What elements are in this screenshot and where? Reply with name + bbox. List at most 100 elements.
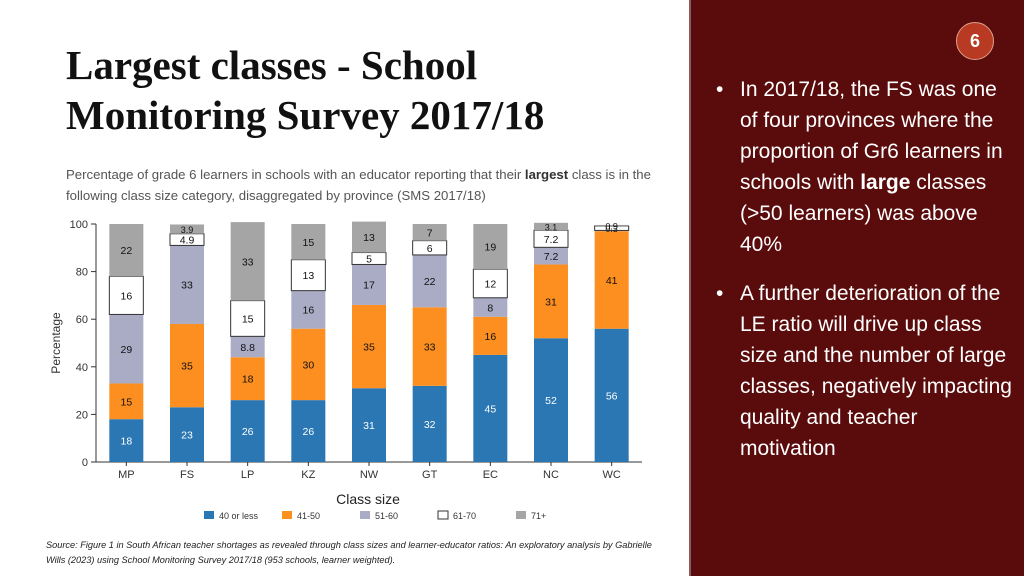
bar-value-label: 15: [120, 396, 132, 408]
bar-value-label: 15: [302, 237, 314, 249]
bullet-list: • In 2017/18, the FS was one of four pro…: [716, 74, 1016, 482]
bar-segment-lp-s0: [230, 400, 265, 462]
bar-segment-wc-s3: [594, 225, 630, 231]
x-tick-label: NW: [360, 469, 379, 481]
bar-value-label: 8: [487, 302, 493, 314]
y-tick-label: 0: [82, 457, 88, 469]
bar-segment-mp-s4: [109, 224, 144, 277]
bar-value-label: 3.9: [181, 225, 194, 235]
slide-title: Largest classes - School Monitoring Surv…: [66, 42, 545, 138]
y-tick-label: 20: [76, 409, 88, 421]
source-note: Source: Figure 1 in South African teache…: [46, 540, 652, 565]
bar-segment-fs-s1: [170, 323, 204, 408]
x-axis-label: Class size: [336, 491, 400, 507]
bar-segment-kz-s3: [290, 259, 326, 292]
legend-swatch: [437, 510, 449, 520]
legend-swatch: [204, 511, 214, 519]
bar-value-label: 52: [545, 395, 557, 407]
bar-value-label: 16: [120, 290, 132, 302]
bar-value-label: 8.8: [240, 342, 255, 354]
y-tick-label: 40: [76, 362, 88, 374]
subtitle-text-end: class is in the following class size cat…: [66, 167, 651, 203]
bar-segment-nw-s1: [352, 304, 386, 389]
legend-label: 71+: [531, 511, 546, 521]
bullet-1-bold-word: large: [860, 171, 911, 194]
bar-value-label: 7: [427, 227, 433, 239]
x-tick-label: EC: [483, 469, 498, 481]
bar-value-label: 6: [427, 243, 433, 255]
bar-value-label: 15: [242, 313, 254, 325]
y-axis-label: Percentage: [49, 312, 63, 374]
bar-value-label: 12: [484, 279, 496, 291]
bar-value-label: 0.3: [605, 224, 618, 234]
bar-value-label: 23: [181, 430, 193, 442]
bar-segment-fs-s2: [170, 245, 204, 324]
bar-segment-kz-s2: [291, 290, 326, 329]
bar-segment-gt-s2: [412, 254, 447, 308]
bar-segment-nc-s4: [534, 222, 568, 231]
bar-segment-nc-s1: [534, 264, 568, 339]
bar-value-label: 56: [606, 390, 618, 402]
bar-value-label: 33: [242, 256, 254, 268]
right-panel: [689, 0, 1024, 576]
bar-value-label: 26: [242, 426, 254, 438]
bullet-dot-icon: •: [716, 282, 724, 305]
bar-value-label: 31: [545, 296, 557, 308]
bar-value-label: 17: [363, 280, 375, 292]
x-tick-label: WC: [603, 469, 621, 481]
bar-segment-ec-s2: [473, 297, 508, 317]
bar-value-label: 35: [363, 342, 375, 354]
bar-segment-wc-s1: [594, 231, 629, 329]
bar-segment-nc-s2: [534, 247, 568, 265]
x-tick-label: KZ: [301, 469, 315, 481]
bar-segment-mp-s1: [109, 383, 144, 420]
bar-segment-nc-s3: [533, 229, 569, 248]
stacked-bar-chart: 0 20 40 60 80 100 Percentage 18 15 29 16 22 MP 23 35 33…: [49, 219, 642, 521]
bar-value-label: 4.9: [180, 235, 195, 247]
bar-value-label: 26: [302, 426, 314, 438]
bar-segment-ec-s3: [472, 268, 508, 299]
x-tick-label: FS: [180, 469, 194, 481]
bar-value-label: 41: [606, 275, 618, 287]
legend-label: 61-70: [453, 511, 476, 521]
y-tick-label: 60: [76, 314, 88, 326]
bar-segment-ec-s1: [473, 316, 508, 355]
bar-segment-fs-s4: [170, 224, 204, 234]
bullet-dot-icon: •: [716, 78, 724, 101]
legend-label: 40 or less: [219, 511, 259, 521]
y-tick-label: 80: [76, 267, 88, 279]
x-tick-label: LP: [241, 469, 254, 481]
legend-swatch: [282, 511, 292, 519]
bar-segment-nw-s0: [352, 388, 386, 462]
bar-value-label: 7.2: [544, 234, 559, 246]
bar-value-label: 18: [242, 374, 254, 386]
bar-value-label: 16: [484, 331, 496, 343]
x-tick-label: MP: [118, 469, 135, 481]
bar-segment-mp-s2: [109, 314, 144, 384]
y-tick-label: 100: [70, 219, 88, 231]
bar-value-label: 33: [181, 280, 193, 292]
legend-swatch: [360, 511, 370, 519]
bar-value-label: 30: [302, 359, 314, 371]
legend-label: 41-50: [297, 511, 320, 521]
x-tick-label: NC: [543, 469, 559, 481]
subtitle-text-start: Percentage of grade 6 learners in school…: [66, 167, 525, 182]
bar-segment-ec-s0: [473, 354, 508, 462]
bar-segment-gt-s0: [412, 385, 447, 462]
bar-value-label: 7.2: [544, 251, 559, 263]
bar-value-label: 13: [363, 232, 375, 244]
bullet-1-text-end: classes (>50 learners) was above 40%: [740, 171, 987, 256]
bar-segment-nc-s0: [534, 338, 568, 462]
bar-value-label: 16: [302, 305, 314, 317]
bar-segment-mp-s0: [109, 419, 144, 462]
bar-segment-nw-s4: [352, 221, 386, 253]
x-tick-label: GT: [422, 469, 438, 481]
bar-value-label: 22: [424, 276, 436, 288]
bar-value-label: 19: [484, 242, 496, 254]
bar-segment-fs-s0: [170, 407, 204, 462]
bar-value-label: 3.1: [545, 222, 558, 232]
bar-segment-gt-s3: [412, 240, 448, 256]
bar-segment-lp-s4: [230, 222, 265, 301]
bullet-point-1: • In 2017/18, the FS was one of four pro…: [716, 74, 1016, 260]
bar-segment-wc-s0: [594, 328, 629, 462]
